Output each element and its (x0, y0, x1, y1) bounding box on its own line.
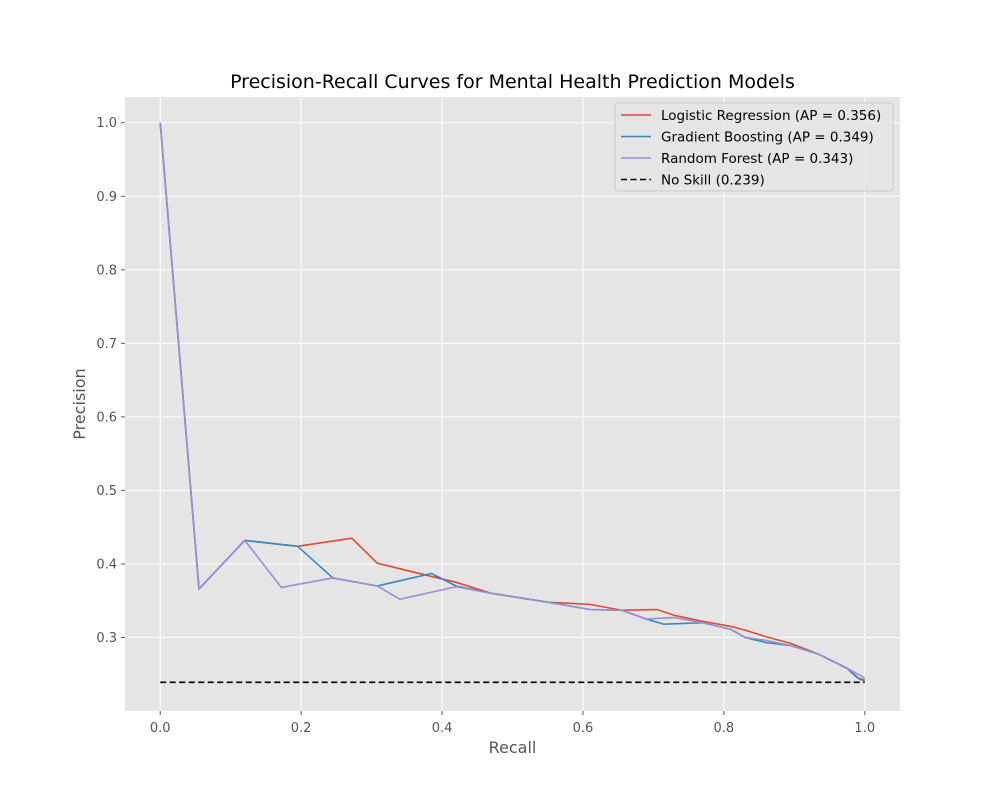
x-tick-label: 0.6 (573, 721, 594, 736)
x-tick-label: 0.2 (291, 721, 312, 736)
y-tick-label: 0.3 (96, 631, 117, 646)
y-tick-label: 0.9 (96, 190, 117, 205)
legend: Logistic Regression (AP = 0.356) Gradient… (614, 102, 894, 192)
y-tick-label: 0.4 (96, 557, 117, 572)
legend-label-0: Logistic Regression (AP = 0.356) (661, 108, 881, 124)
x-tick-label: 1.0 (854, 721, 875, 736)
series-line-2 (159, 122, 866, 679)
y-tick-label: 0.8 (96, 263, 117, 278)
series-lines (159, 122, 866, 684)
legend-label-3: No Skill (0.239) (661, 172, 765, 188)
x-tick-label: 0.0 (150, 721, 171, 736)
y-tick-label: 0.5 (96, 484, 117, 499)
legend-label-1: Gradient Boosting (AP = 0.349) (661, 129, 874, 145)
axis-ticks: 0.0 0.2 0.4 0.6 0.8 1.0 0.3 0.4 0.5 0.6 0.7 0.8 0.9 1… (96, 116, 875, 736)
legend-label-2: Random Forest (AP = 0.343) (661, 151, 853, 167)
y-tick-label: 0.6 (96, 410, 117, 425)
plot-area (125, 97, 900, 711)
x-axis-label: Recall (489, 738, 537, 757)
y-tick-label: 0.7 (96, 337, 117, 352)
x-tick-label: 0.4 (432, 721, 453, 736)
legend-box (614, 102, 894, 192)
y-axis-label: Precision (70, 368, 89, 439)
y-tick-label: 1.0 (96, 116, 117, 131)
x-tick-label: 0.8 (714, 721, 735, 736)
chart-title: Precision-Recall Curves for Mental Healt… (230, 71, 795, 93)
